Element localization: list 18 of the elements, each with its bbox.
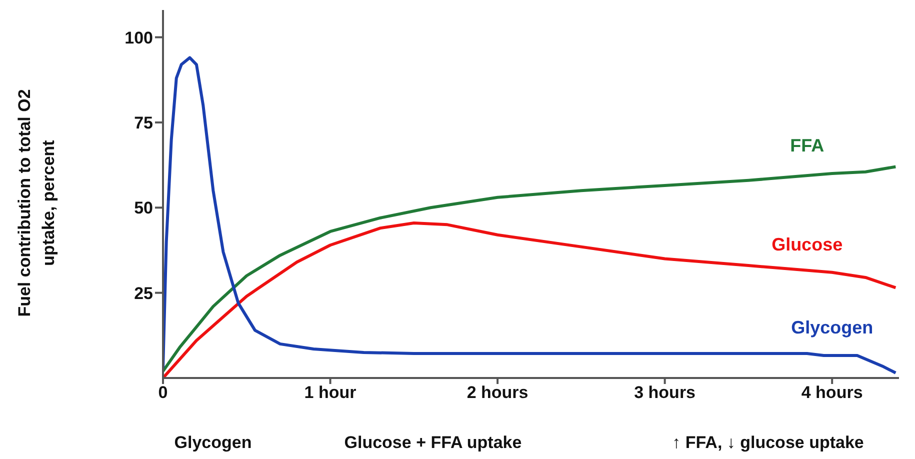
series-label: Glucose xyxy=(772,234,843,254)
x-tick-label: 2 hours xyxy=(466,383,528,402)
x-tick-label: 3 hours xyxy=(634,383,696,402)
text: Glucose + FFA uptake xyxy=(343,433,523,453)
series-label: FFA xyxy=(790,136,824,156)
x-tick-label: 0 xyxy=(158,383,168,402)
y-axis-title: Fuel contribution to total O2 uptake, percent xyxy=(14,88,59,319)
x-tick-label: 4 hours xyxy=(801,383,863,402)
text: Glycogen xyxy=(174,433,252,452)
y-tick-label: 75 xyxy=(134,113,153,132)
line-series xyxy=(163,165,898,373)
y-tick-label: 100 xyxy=(124,28,153,48)
y-tick-label: 25 xyxy=(134,284,153,303)
x-tick-label: 1 hour xyxy=(304,383,357,402)
y-tick-label: 50 xyxy=(134,198,153,218)
text: ↑ FFA, ↓ glucose uptake xyxy=(671,433,865,453)
series-label: Glycogen xyxy=(791,318,874,338)
line-series xyxy=(163,56,898,374)
